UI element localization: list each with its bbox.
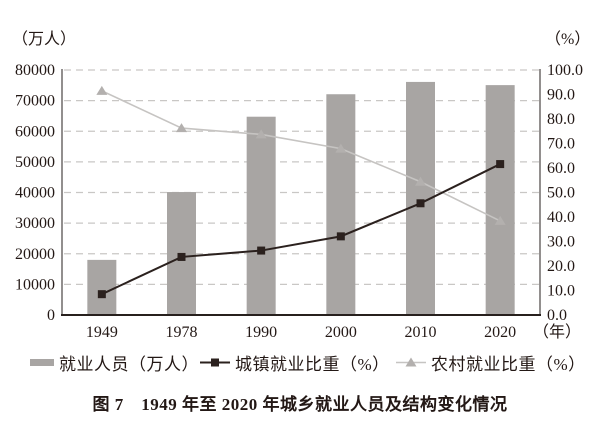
employment-bar-2020 <box>485 85 515 315</box>
urban-marker-1990 <box>257 246 266 255</box>
left-axis-tick-label: 30000 <box>15 215 55 232</box>
x-axis-tick-label: 1990 <box>245 324 277 341</box>
x-axis-tick-label: 1978 <box>166 324 198 341</box>
left-axis-tick-label: 50000 <box>15 154 55 171</box>
right-axis-tick-label: 0.0 <box>547 307 567 324</box>
employment-bar-2000 <box>326 94 356 315</box>
legend-label-urban-share: 城镇就业比重（%） <box>235 354 390 374</box>
right-axis-tick-label: 10.0 <box>547 283 575 300</box>
urban-marker-2010 <box>416 199 425 208</box>
rural-marker-1978 <box>176 123 187 133</box>
left-axis-unit-label: （万人） <box>12 30 76 48</box>
legend-label-employment: 就业人员（万人） <box>59 354 199 374</box>
figure-caption: 图 7 1949 年至 2020 年城乡就业人员及结构变化情况 <box>92 395 508 414</box>
right-axis-tick-label: 30.0 <box>547 234 575 251</box>
right-axis-tick-label: 50.0 <box>547 185 575 202</box>
legend-item-urban-share: 城镇就业比重（%） <box>200 349 390 375</box>
rural-marker-1990 <box>255 129 267 139</box>
x-axis-tick-label: 1949 <box>86 324 118 341</box>
rural-marker-2000 <box>335 143 347 153</box>
right-axis-unit-label: （%） <box>545 30 590 48</box>
legend-item-rural-share: 农村就业比重（%） <box>396 349 586 375</box>
legend-label-rural-share: 农村就业比重（%） <box>431 354 586 374</box>
left-axis-tick-label: 80000 <box>15 62 55 79</box>
right-axis-tick-label: 70.0 <box>547 136 575 153</box>
right-axis-tick-label: 100.0 <box>547 62 583 79</box>
urban-marker-1978 <box>177 252 186 261</box>
rural-marker-2010 <box>415 176 426 186</box>
right-axis-tick-label: 60.0 <box>547 160 575 177</box>
right-axis-tick-label: 20.0 <box>547 258 575 275</box>
triangle-line-swatch-icon <box>396 356 426 369</box>
rural-marker-1949 <box>96 85 108 95</box>
left-axis-tick-label: 0 <box>47 307 55 324</box>
employment-bar-1949 <box>87 259 117 315</box>
x-axis-tick-label: 2010 <box>405 324 437 341</box>
left-axis-tick-label: 40000 <box>15 185 55 202</box>
left-axis-tick-label: 10000 <box>15 276 55 293</box>
right-axis-tick-label: 90.0 <box>547 87 575 104</box>
right-axis-tick-label: 40.0 <box>547 209 575 226</box>
left-axis-tick-label: 70000 <box>15 93 55 110</box>
x-axis-tick-label: 2000 <box>325 324 357 341</box>
x-axis-tick-label: 2020 <box>484 324 516 341</box>
urban-marker-1949 <box>97 290 106 299</box>
chart-legend: 就业人员（万人） 城镇就业比重（%） 农村就业比重（%） <box>0 349 600 375</box>
urban-share-line <box>101 163 501 296</box>
legend-item-employment: 就业人员（万人） <box>30 349 199 375</box>
urban-marker-2000 <box>336 232 345 241</box>
right-axis-tick-label: 80.0 <box>547 111 575 128</box>
left-axis-tick-label: 20000 <box>15 246 55 263</box>
rural-share-line <box>101 90 501 222</box>
square-line-swatch-icon <box>200 356 230 369</box>
bar-swatch-icon <box>30 356 54 369</box>
x-axis-unit-label: （年） <box>533 323 581 341</box>
left-axis-tick-label: 60000 <box>15 123 55 140</box>
employment-bar-1990 <box>246 116 276 316</box>
rural-marker-2020 <box>494 215 506 225</box>
urban-marker-2020 <box>496 160 505 169</box>
employment-structure-chart: （万人） （%） 0 10000 20000 30000 40000 50000 60000 70… <box>12 30 590 341</box>
